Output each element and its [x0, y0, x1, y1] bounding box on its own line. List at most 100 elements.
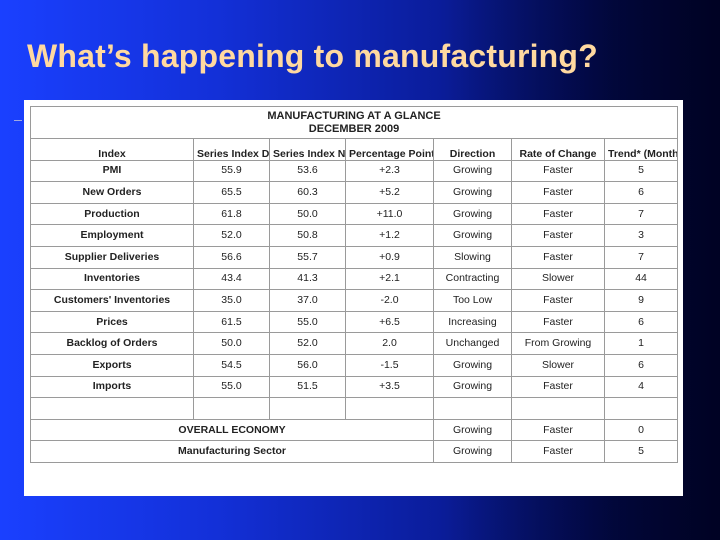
- cell-percentage-change: +11.0: [345, 202, 434, 226]
- summary-row: Manufacturing Sector Growing Faster 5: [30, 440, 679, 463]
- cell-index: Production: [30, 202, 194, 226]
- caption-line-1: MANUFACTURING AT A GLANCE: [267, 109, 441, 122]
- cell-index: Inventories: [30, 267, 194, 291]
- cell-series-november: 56.0: [269, 353, 346, 377]
- summary-row: OVERALL ECONOMY Growing Faster 0: [30, 418, 679, 442]
- cell-direction: Growing: [433, 202, 512, 226]
- cell-series-december: 54.5: [193, 353, 270, 377]
- cell-series-december: 35.0: [193, 289, 270, 312]
- summary-label: OVERALL ECONOMY: [30, 418, 434, 442]
- blank-cell: [269, 397, 346, 420]
- cell-series-december: 50.0: [193, 332, 270, 355]
- header-row: Index Series Index December Series Index…: [30, 138, 679, 161]
- cell-trend: 44: [603, 267, 679, 291]
- cell-series-november: 50.0: [269, 202, 346, 226]
- manufacturing-table: MANUFACTURING AT A GLANCE DECEMBER 2009 …: [29, 106, 679, 463]
- cell-direction: Increasing: [433, 310, 512, 334]
- table-row: New Orders 65.5 60.3 +5.2 Growing Faster 6: [30, 181, 679, 204]
- table-row: Supplier Deliveries 56.6 55.7 +0.9 Slowing Fa…: [30, 245, 679, 269]
- cell-series-december: 55.9: [193, 159, 270, 183]
- table-row: Employment 52.0 50.8 +1.2 Growing Faster 3: [30, 224, 679, 247]
- header-percentage-change: Percentage Point Change: [345, 138, 434, 161]
- cell-series-november: 52.0: [269, 332, 346, 355]
- summary-rate-of-change: Faster: [511, 418, 605, 442]
- header-trend: Trend* (Months): [603, 138, 679, 161]
- cell-series-november: 55.0: [269, 310, 346, 334]
- cell-series-november: 41.3: [269, 267, 346, 291]
- cell-rate-of-change: Faster: [511, 202, 605, 226]
- cell-trend: 4: [603, 375, 679, 399]
- cell-series-november: 53.6: [269, 159, 346, 183]
- table-panel: MANUFACTURING AT A GLANCE DECEMBER 2009 …: [24, 100, 683, 496]
- cell-direction: Growing: [433, 181, 512, 204]
- caption-line-2: DECEMBER 2009: [308, 122, 400, 135]
- cell-percentage-change: +2.1: [345, 267, 434, 291]
- cell-trend: 1: [603, 332, 679, 355]
- cell-trend: 6: [603, 181, 679, 204]
- cell-index: Backlog of Orders: [30, 332, 194, 355]
- cell-series-december: 52.0: [193, 224, 270, 247]
- cell-percentage-change: +0.9: [345, 245, 434, 269]
- cell-rate-of-change: Faster: [511, 224, 605, 247]
- cell-percentage-change: +6.5: [345, 310, 434, 334]
- cell-trend: 9: [603, 289, 679, 312]
- cell-percentage-change: +2.3: [345, 159, 434, 183]
- blank-cell: [433, 397, 512, 420]
- cell-trend: 7: [603, 245, 679, 269]
- cell-trend: 3: [603, 224, 679, 247]
- cell-series-november: 55.7: [269, 245, 346, 269]
- blank-cell: [345, 397, 434, 420]
- header-rate-of-change: Rate of Change: [511, 138, 605, 161]
- cell-series-december: 56.6: [193, 245, 270, 269]
- slide-mark: [14, 120, 22, 121]
- slide-title: What’s happening to manufacturing?: [27, 38, 598, 74]
- cell-rate-of-change: Faster: [511, 181, 605, 204]
- cell-percentage-change: -1.5: [345, 353, 434, 377]
- table-row: Imports 55.0 51.5 +3.5 Growing Faster 4: [30, 375, 679, 399]
- cell-trend: 6: [603, 353, 679, 377]
- table-row: Prices 61.5 55.0 +6.5 Increasing Faster 6: [30, 310, 679, 334]
- table-row: PMI 55.9 53.6 +2.3 Growing Faster 5: [30, 159, 679, 183]
- cell-rate-of-change: Slower: [511, 267, 605, 291]
- cell-rate-of-change: From Growing: [511, 332, 605, 355]
- cell-index: New Orders: [30, 181, 194, 204]
- cell-rate-of-change: Faster: [511, 245, 605, 269]
- blank-cell: [511, 397, 605, 420]
- summary-direction: Growing: [433, 440, 512, 463]
- blank-cell: [193, 397, 270, 420]
- header-series-december: Series Index December: [193, 138, 270, 161]
- cell-series-december: 43.4: [193, 267, 270, 291]
- cell-trend: 5: [603, 159, 679, 183]
- cell-percentage-change: 2.0: [345, 332, 434, 355]
- cell-series-december: 61.5: [193, 310, 270, 334]
- cell-percentage-change: +5.2: [345, 181, 434, 204]
- cell-rate-of-change: Faster: [511, 310, 605, 334]
- cell-index: Supplier Deliveries: [30, 245, 194, 269]
- cell-percentage-change: +3.5: [345, 375, 434, 399]
- cell-direction: Unchanged: [433, 332, 512, 355]
- cell-index: Exports: [30, 353, 194, 377]
- cell-index: Customers' Inventories: [30, 289, 194, 312]
- header-direction: Direction: [433, 138, 512, 161]
- summary-trend: 5: [603, 440, 679, 463]
- table-row: Exports 54.5 56.0 -1.5 Growing Slower 6: [30, 353, 679, 377]
- cell-percentage-change: +1.2: [345, 224, 434, 247]
- cell-series-december: 65.5: [193, 181, 270, 204]
- table-caption: MANUFACTURING AT A GLANCE DECEMBER 2009: [29, 106, 679, 139]
- cell-direction: Growing: [433, 353, 512, 377]
- cell-series-november: 51.5: [269, 375, 346, 399]
- cell-index: Imports: [30, 375, 194, 399]
- cell-trend: 6: [603, 310, 679, 334]
- table-row: Inventories 43.4 41.3 +2.1 Contracting Slower…: [30, 267, 679, 291]
- cell-series-december: 61.8: [193, 202, 270, 226]
- cell-series-november: 37.0: [269, 289, 346, 312]
- cell-series-november: 50.8: [269, 224, 346, 247]
- cell-direction: Growing: [433, 159, 512, 183]
- table-row: Production 61.8 50.0 +11.0 Growing Faster 7: [30, 202, 679, 226]
- cell-trend: 7: [603, 202, 679, 226]
- cell-direction: Too Low: [433, 289, 512, 312]
- cell-rate-of-change: Faster: [511, 375, 605, 399]
- cell-series-november: 60.3: [269, 181, 346, 204]
- cell-series-december: 55.0: [193, 375, 270, 399]
- summary-label: Manufacturing Sector: [30, 440, 434, 463]
